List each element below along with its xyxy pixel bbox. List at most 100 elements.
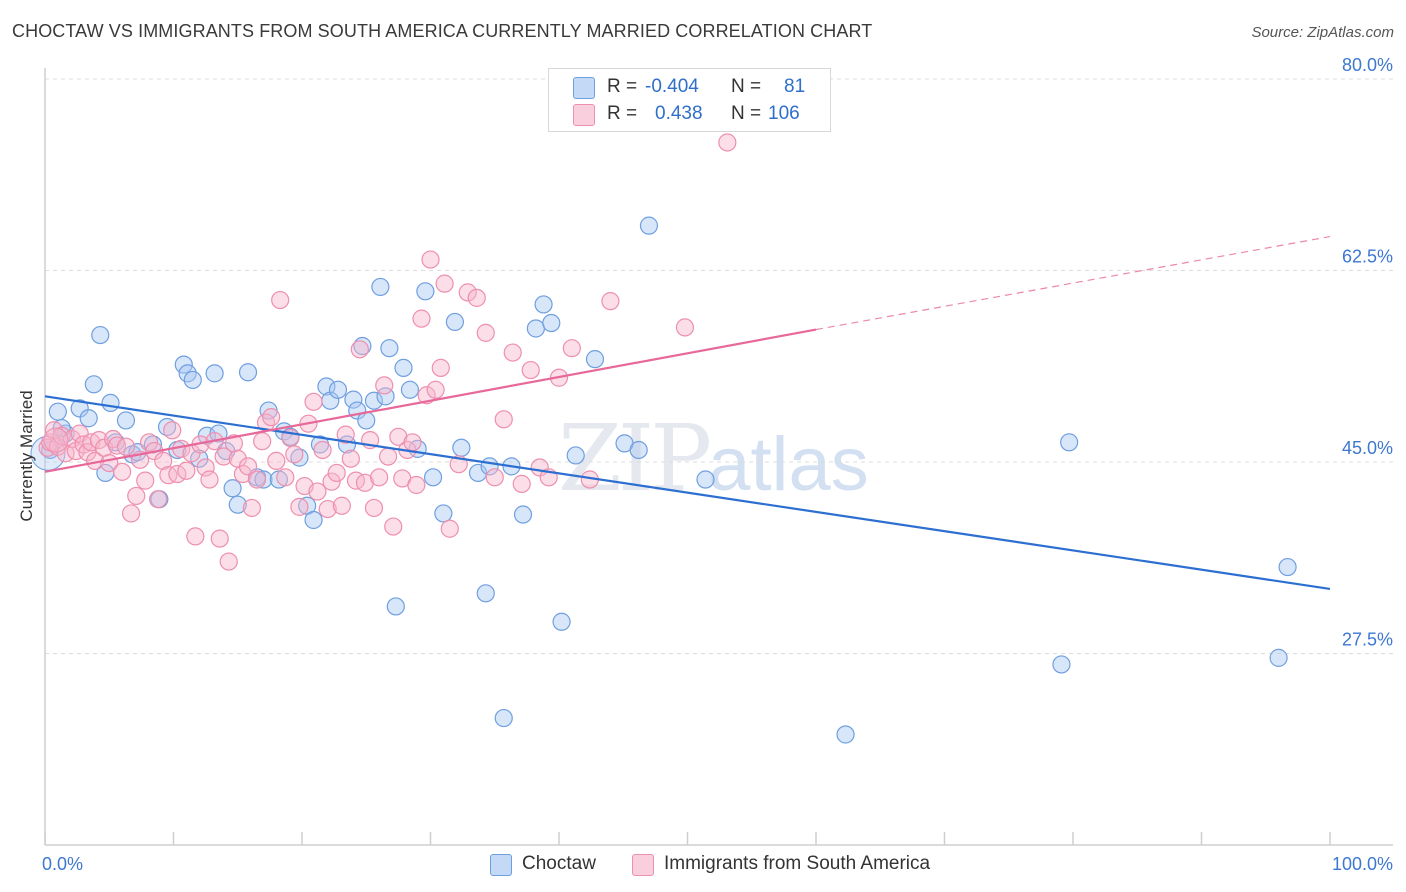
immigrants-point xyxy=(675,318,695,337)
choctaw-point xyxy=(238,363,258,382)
choctaw-point xyxy=(445,312,465,332)
choctaw-point xyxy=(542,313,561,333)
choctaw-point xyxy=(1060,433,1079,452)
immigrants-point xyxy=(224,434,243,453)
choctaw-point xyxy=(629,440,648,460)
immigrants-point xyxy=(308,482,327,501)
watermark-atlas: atlas xyxy=(708,422,869,507)
immigrants-point xyxy=(341,449,360,468)
choctaw-point xyxy=(476,584,495,603)
immigrants-point xyxy=(375,376,394,395)
choctaw-point xyxy=(380,339,399,358)
choctaw-point xyxy=(423,468,443,487)
immigrants-point xyxy=(290,497,309,516)
choctaw-point xyxy=(328,380,348,399)
immigrants-point xyxy=(242,498,261,518)
immigrants-point xyxy=(247,470,267,489)
chart-title: CHOCTAW VS IMMIGRANTS FROM SOUTH AMERICA… xyxy=(12,21,873,41)
immigrants-point xyxy=(253,432,272,451)
legend-n-label: N = xyxy=(731,103,762,124)
immigrants-point xyxy=(336,425,355,444)
immigrants-point xyxy=(121,504,141,523)
immigrants-point xyxy=(148,490,168,509)
choctaw-point xyxy=(304,510,323,530)
choctaw-point xyxy=(1278,557,1297,577)
legend-r-value: -0.404 xyxy=(645,76,699,97)
choctaw-point xyxy=(205,364,224,383)
axes xyxy=(44,68,1393,846)
immigrants-point xyxy=(219,552,238,571)
choctaw-point xyxy=(452,438,471,457)
choctaw-point xyxy=(371,277,390,297)
choctaw-point xyxy=(116,411,136,430)
immigrants-point xyxy=(503,343,522,362)
immigrants-point xyxy=(163,421,182,440)
choctaw-point xyxy=(434,504,453,523)
legend-row-immigrants: R = 0.438 N = 106 xyxy=(549,101,830,127)
immigrants-point xyxy=(350,340,369,359)
immigrants-point xyxy=(332,496,351,515)
choctaw-point xyxy=(174,355,193,374)
choctaw-point xyxy=(101,393,120,413)
immigrants-point xyxy=(262,408,281,427)
immigrants-point xyxy=(435,274,454,293)
immigrants-point xyxy=(370,468,389,487)
y-tick-label: 27.5% xyxy=(1342,630,1393,650)
immigrants-point xyxy=(384,517,403,536)
choctaw-point xyxy=(585,350,605,369)
immigrants-point xyxy=(417,386,436,405)
immigrants-point xyxy=(112,462,132,481)
legend-r-label: R = xyxy=(607,76,638,97)
choctaw-point xyxy=(400,380,420,399)
choctaw-point xyxy=(183,370,202,390)
choctaw-point xyxy=(157,417,177,437)
immigrants-point xyxy=(378,447,398,466)
correlation-legend: R = -0.404 N = 81 R = 0.438 N = 106 xyxy=(548,68,831,132)
choctaw-point xyxy=(468,463,488,483)
choctaw-point xyxy=(84,375,103,394)
choctaw-point xyxy=(353,336,372,356)
choctaw-point xyxy=(394,358,413,377)
immigrants-point xyxy=(476,323,495,342)
immigrants-point xyxy=(389,427,408,446)
choctaw-point xyxy=(79,409,98,428)
immigrants-point xyxy=(139,433,159,452)
immigrants-point xyxy=(200,470,219,489)
choctaw-point xyxy=(317,377,336,396)
legend-r-value: 0.438 xyxy=(655,103,703,124)
trend-lines xyxy=(44,235,1331,591)
choctaw-point xyxy=(254,470,273,489)
immigrants-point xyxy=(718,133,737,152)
immigrants-point xyxy=(601,292,620,311)
y-tick-labels: 27.5% 45.0% 62.5% 80.0% xyxy=(1342,55,1393,650)
choctaw-point xyxy=(228,495,247,514)
choctaw-point xyxy=(534,295,553,314)
legend-row-choctaw: R = -0.404 N = 81 xyxy=(549,74,830,100)
immigrants-point xyxy=(412,309,431,328)
choctaw-point xyxy=(552,612,571,631)
immigrants-point xyxy=(355,473,375,492)
immigrants-point xyxy=(440,519,459,538)
choctaw-point xyxy=(223,479,242,498)
immigrants-point xyxy=(458,283,477,302)
bottom-legend-swatch-choctaw xyxy=(490,854,512,876)
immigrants-point xyxy=(467,288,486,307)
immigrants-trend-line xyxy=(44,328,817,473)
choctaw-point xyxy=(566,446,585,465)
immigrants-point xyxy=(276,468,295,487)
immigrants-point xyxy=(364,498,384,518)
legend-n-value: 81 xyxy=(784,76,806,97)
choctaw-points xyxy=(30,216,1297,744)
choctaw-point xyxy=(48,402,67,421)
choctaw-point xyxy=(344,390,363,409)
immigrants-point xyxy=(267,451,286,471)
immigrants-point xyxy=(177,461,196,480)
immigrants-point xyxy=(52,426,71,445)
immigrants-point xyxy=(304,392,323,411)
bottom-legend-label: Choctaw xyxy=(522,853,596,874)
legend-swatch-immigrants xyxy=(573,104,595,126)
choctaw-point xyxy=(696,470,715,489)
immigrants-point xyxy=(426,380,445,399)
immigrants-point xyxy=(327,463,346,483)
x-tick-labels: 0.0% 100.0% xyxy=(42,854,1393,874)
